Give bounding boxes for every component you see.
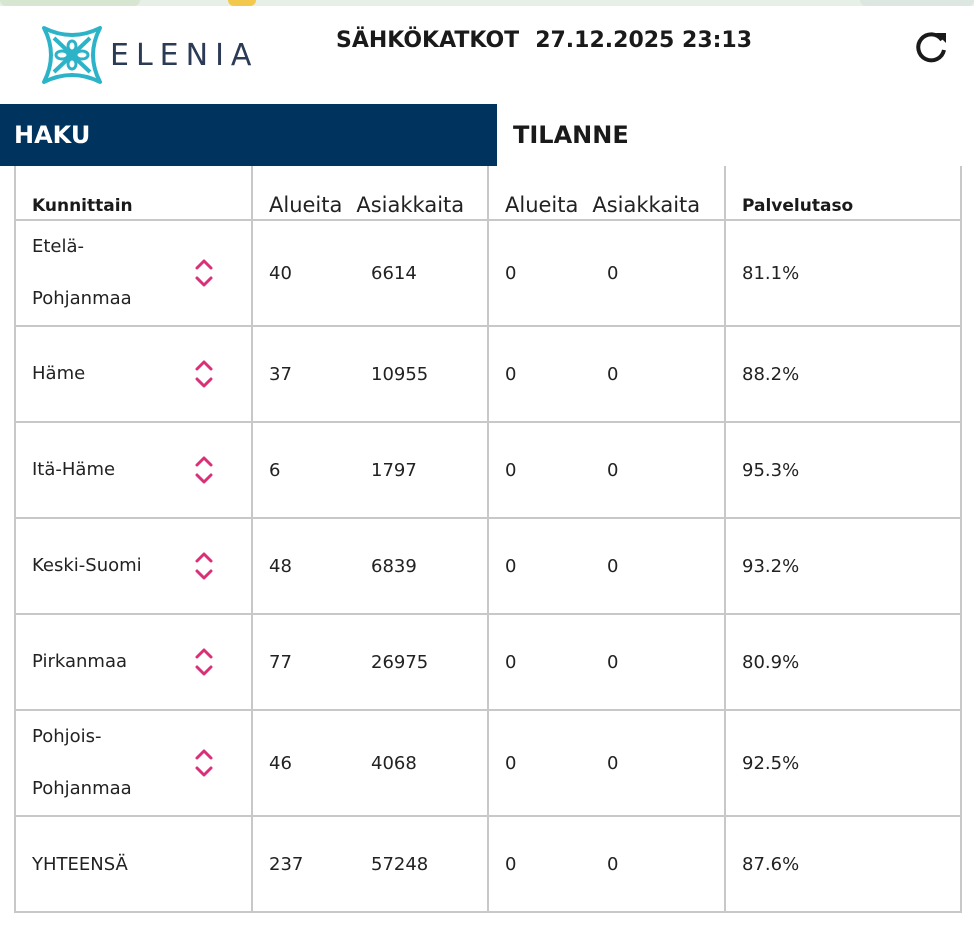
header-service-level: Palvelutaso [724,166,962,221]
areas-value: 0 [505,262,517,284]
areas-value: 77 [269,651,292,673]
header: ELENIA SÄHKÖKATKOT 27.12.2025 23:13 [0,6,974,104]
sort-toggle-icon[interactable] [193,746,215,780]
areas-value: 0 [505,752,517,774]
customers-value: 4068 [371,752,417,774]
areas-value: 0 [505,651,517,673]
page-title: SÄHKÖKATKOT 27.12.2025 23:13 [336,28,752,53]
customers-value: 1797 [371,459,417,481]
customers-value: 0 [607,651,619,673]
region-name: Etelä-Pohjanmaa [32,236,132,309]
title-text: SÄHKÖKATKOT [336,28,520,53]
customers-value: 26975 [371,651,429,673]
sort-toggle-icon[interactable] [193,256,215,290]
areas-value: 237 [269,853,304,875]
group1-cell: 77 26975 [251,613,489,711]
region-cell: Pohjois-Pohjanmaa [14,709,253,817]
tab-haku-label: HAKU [14,121,91,149]
areas-value: 6 [269,459,281,481]
service-level-cell: 93.2% [724,517,962,615]
region-cell: Häme [14,325,253,423]
group1-cell: 237 57248 [251,815,489,913]
customers-value: 57248 [371,853,429,875]
header-group1-customers: Asiakkaita [356,193,465,217]
customers-value: 0 [607,363,619,385]
group1-cell: 6 1797 [251,421,489,519]
group1-cell: 37 10955 [251,325,489,423]
group1-cell: 40 6614 [251,219,489,327]
customers-value: 0 [607,555,619,577]
group1-cell: 48 6839 [251,517,489,615]
areas-value: 48 [269,555,292,577]
elenia-logo-icon [42,26,102,84]
areas-value: 46 [269,752,292,774]
map-strip [0,0,974,6]
region-name: Pirkanmaa [32,651,128,672]
elenia-logo[interactable]: ELENIA [40,24,270,86]
header-region[interactable]: Kunnittain [14,166,253,221]
customers-value: 10955 [371,363,429,385]
region-cell: Keski-Suomi [14,517,253,615]
service-level-cell: 81.1% [724,219,962,327]
total-label-cell: YHTEENSÄ [14,815,253,913]
service-level-cell: 88.2% [724,325,962,423]
region-name: Häme [32,363,86,384]
header-group2: Alueita Asiakkaita [487,166,726,221]
region-name: Pohjois-Pohjanmaa [32,726,132,799]
customers-value: 0 [607,752,619,774]
customers-value: 6839 [371,555,417,577]
region-cell: Etelä-Pohjanmaa [14,219,253,327]
sort-toggle-icon[interactable] [193,549,215,583]
region-cell: Itä-Häme [14,421,253,519]
header-group2-customers: Asiakkaita [592,193,701,217]
sort-toggle-icon[interactable] [193,357,215,391]
tab-bar: HAKU TILANNE [0,104,974,166]
sort-toggle-icon[interactable] [193,453,215,487]
service-level-cell: 92.5% [724,709,962,817]
service-level-cell: 95.3% [724,421,962,519]
region-name: Itä-Häme [32,459,116,480]
tab-tilanne[interactable]: TILANNE [497,104,974,166]
service-level-cell: 80.9% [724,613,962,711]
customers-value: 0 [607,459,619,481]
areas-value: 0 [505,459,517,481]
areas-value: 40 [269,262,292,284]
header-group2-areas: Alueita [505,193,579,217]
customers-value: 0 [607,262,619,284]
sort-toggle-icon[interactable] [193,645,215,679]
outage-table: Kunnittain Alueita Asiakkaita Alueita Asia… [14,166,962,913]
logo-text: ELENIA [110,37,259,73]
areas-value: 0 [505,363,517,385]
areas-value: 0 [505,555,517,577]
header-group1-areas: Alueita [269,193,343,217]
table-header-row: Kunnittain Alueita Asiakkaita Alueita Asia… [14,166,962,221]
tab-tilanne-label: TILANNE [513,121,629,149]
header-group1: Alueita Asiakkaita [251,166,489,221]
refresh-icon[interactable] [912,28,950,66]
customers-value: 0 [607,853,619,875]
areas-value: 37 [269,363,292,385]
customers-value: 6614 [371,262,417,284]
areas-value: 0 [505,853,517,875]
region-cell: Pirkanmaa [14,613,253,711]
tab-haku[interactable]: HAKU [0,104,497,166]
group1-cell: 46 4068 [251,709,489,817]
service-level-cell: 87.6% [724,815,962,913]
timestamp: 27.12.2025 23:13 [535,28,753,53]
region-name: Keski-Suomi [32,555,142,576]
